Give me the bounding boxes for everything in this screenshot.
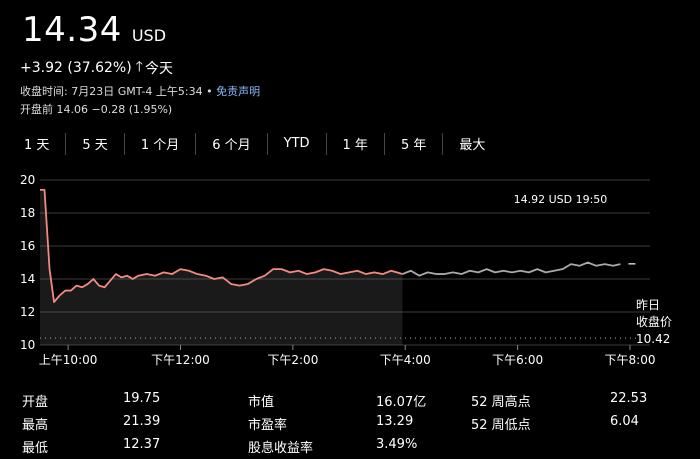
tab-divider [325,132,327,155]
current-price: 14.34 [22,10,122,50]
quote-header: 14.34 USD [22,10,166,50]
stat-value: 6.04 [610,414,639,429]
tab-ytd[interactable]: YTD [283,136,310,151]
range-tabs: 1 天 5 天 1 个月 6 个月 YTD 1 年 5 年 最大 [14,131,495,156]
tab-1y[interactable]: 1 年 [342,138,368,153]
stat-label: 市盈率 [248,418,288,433]
tab-divider [123,132,125,155]
stat-value: 22.53 [610,391,648,406]
tab-1d[interactable]: 1 天 [24,138,50,153]
premarket-info: 开盘前 14.06 −0.28 (1.95%) [20,103,173,116]
stat-value: 19.75 [123,391,161,406]
hover-tooltip: 14.92 USD 19:50 [514,193,608,206]
tab-divider [442,132,444,155]
y-tick-label: 18 [20,206,35,220]
y-tick-label: 12 [20,305,35,319]
price-change: +3.92 (37.62%) [20,60,132,76]
currency-label: USD [131,26,167,45]
y-tick-label: 10 [20,338,35,352]
y-tick-label: 16 [20,239,35,253]
stat-label: 52 周高点 [471,395,531,410]
prev-close-label: 收盘价 [636,314,672,329]
x-tick-label: 下午4:00 [380,353,431,367]
x-tick-label: 下午6:00 [492,353,543,367]
regular-session-area [40,189,403,345]
stat-label: 最低 [22,441,49,456]
tab-divider [65,132,67,155]
y-tick-label: 14 [20,272,35,286]
stat-value: 3.49% [376,437,418,452]
tab-5d[interactable]: 5 天 [82,138,108,153]
regular-session-line [40,189,403,303]
x-tick-label: 下午12:00 [151,353,210,367]
stat-label: 开盘 [22,395,49,410]
arrow-up-icon: 🡑 [135,59,143,75]
tab-5y[interactable]: 5 年 [400,138,427,153]
close-info: 收盘时间: 7月23日 GMT-4 上午5:34 • 免责声明 [20,83,260,99]
close-time: 收盘时间: 7月23日 GMT-4 上午5:34 • [20,85,217,98]
x-tick-label: 下午2:00 [267,353,318,367]
stat-value: 12.37 [123,437,161,452]
tab-divider [383,132,385,155]
tab-6m[interactable]: 6 个月 [212,138,251,153]
tab-divider [195,132,197,155]
price-change-row: +3.92 (37.62%) 🡑 今天 [20,56,173,80]
stat-value: 13.29 [376,414,414,429]
tab-1m[interactable]: 1 个月 [140,138,180,153]
stat-value: 21.39 [123,414,161,429]
change-period: 今天 [144,61,173,77]
stat-label: 最高 [22,418,49,433]
after-hours-line [402,261,621,277]
stat-value: 16.07亿 [376,395,427,410]
stat-label: 股息收益率 [248,441,314,456]
stat-label: 市值 [248,395,275,410]
x-tick-label: 上午10:00 [39,353,98,367]
stat-label: 52 周低点 [471,418,531,433]
y-tick-label: 20 [20,173,35,187]
disclaimer-link[interactable]: 免责声明 [216,85,261,98]
tab-divider [266,132,268,155]
tab-max[interactable]: 最大 [459,138,486,153]
prev-close-value: 10.42 [636,332,670,346]
prev-close-label: 昨日 [636,298,660,312]
x-tick-label: 下午8:00 [605,353,656,367]
